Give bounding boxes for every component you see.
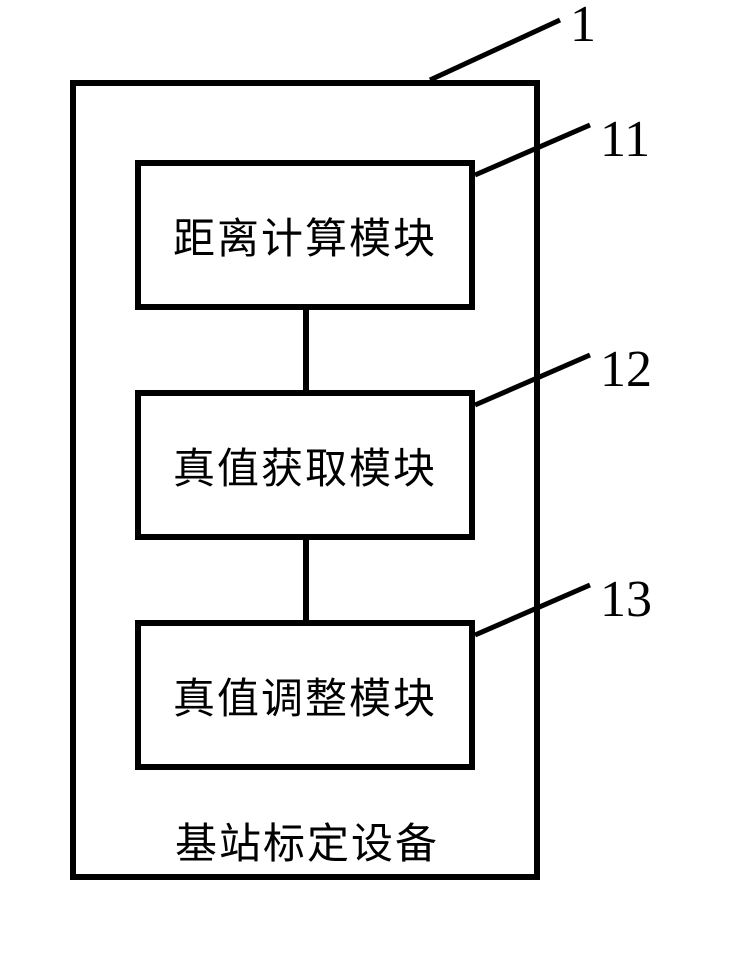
diagram-canvas: 距离计算模块 真值获取模块 真值调整模块 基站标定设备 1 11 12 13 xyxy=(0,0,733,974)
label-13: 13 xyxy=(600,570,652,629)
leader-line-13 xyxy=(0,0,733,974)
